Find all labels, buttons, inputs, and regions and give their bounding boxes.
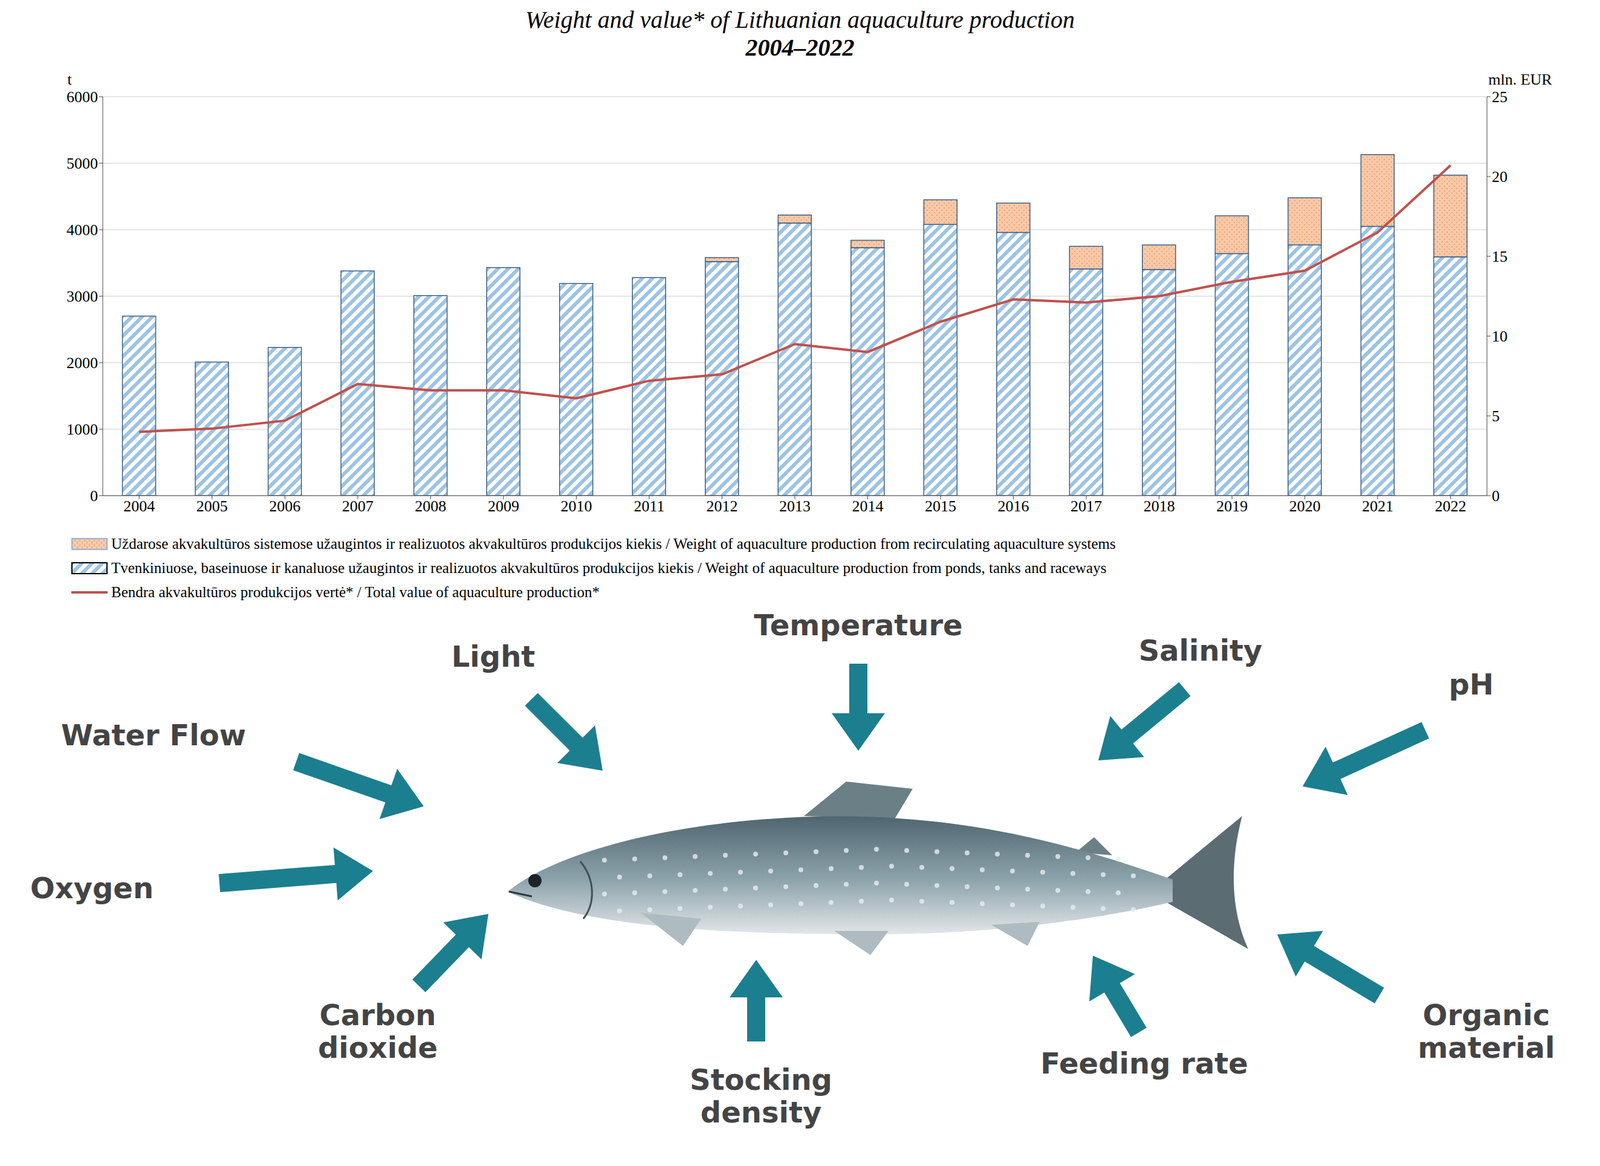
html-text:Weight and value* of Lithuania: Weight and value* of Lithuanian aquacult… bbox=[525, 6, 1075, 34]
svg-text:2007: 2007 bbox=[342, 497, 374, 515]
svg-text:2017: 2017 bbox=[1070, 497, 1102, 515]
svg-text:2015: 2015 bbox=[924, 497, 957, 515]
svg-text:2016: 2016 bbox=[997, 497, 1030, 515]
svg-text:25: 25 bbox=[1491, 88, 1508, 106]
svg-text:0: 0 bbox=[1491, 487, 1500, 505]
svg-text:4000: 4000 bbox=[66, 221, 98, 239]
svg-text:2019: 2019 bbox=[1216, 497, 1248, 515]
svg-text:2011: 2011 bbox=[633, 497, 665, 515]
svg-text:10: 10 bbox=[1491, 327, 1508, 346]
svg-text:2021: 2021 bbox=[1361, 497, 1394, 515]
html-text:2004–2022: 2004–2022 bbox=[745, 33, 855, 62]
svg-text:Carbondioxide: Carbondioxide bbox=[317, 997, 438, 1065]
svg-text:Oxygen: Oxygen bbox=[30, 871, 154, 905]
html-text:Tvenkiniuose, baseinuose ir ka: Tvenkiniuose, baseinuose ir kanaluose už… bbox=[111, 559, 1107, 577]
svg-text:Water Flow: Water Flow bbox=[61, 718, 247, 752]
svg-text:2000: 2000 bbox=[66, 354, 98, 372]
svg-text:Organicmaterial: Organicmaterial bbox=[1418, 997, 1556, 1065]
svg-text:2004: 2004 bbox=[123, 497, 155, 515]
svg-text:2018: 2018 bbox=[1143, 497, 1176, 515]
svg-text:20: 20 bbox=[1491, 168, 1508, 186]
svg-text:5000: 5000 bbox=[66, 154, 98, 173]
svg-text:mln. EUR: mln. EUR bbox=[1488, 70, 1553, 89]
svg-text:t: t bbox=[67, 70, 72, 89]
svg-text:6000: 6000 bbox=[66, 88, 98, 106]
svg-text:2022: 2022 bbox=[1434, 497, 1467, 515]
svg-text:15: 15 bbox=[1491, 247, 1508, 266]
svg-text:Salinity: Salinity bbox=[1138, 633, 1263, 668]
svg-text:2008: 2008 bbox=[414, 497, 447, 515]
svg-text:2005: 2005 bbox=[196, 497, 228, 515]
svg-text:3000: 3000 bbox=[66, 287, 98, 306]
html-text:Bendra akvakultūros produkcijo: Bendra akvakultūros produkcijos vertė* /… bbox=[111, 583, 600, 601]
html-text:Uždarose akvakultūros sistemos: Uždarose akvakultūros sistemose užaugint… bbox=[111, 535, 1116, 552]
svg-text:2006: 2006 bbox=[268, 497, 301, 515]
svg-text:2013: 2013 bbox=[779, 497, 811, 515]
svg-text:2010: 2010 bbox=[560, 497, 592, 515]
svg-text:Feeding rate: Feeding rate bbox=[1040, 1046, 1249, 1081]
svg-text:5: 5 bbox=[1491, 407, 1500, 425]
svg-text:Temperature: Temperature bbox=[753, 608, 963, 642]
svg-text:pH: pH bbox=[1448, 667, 1495, 702]
svg-text:Light: Light bbox=[451, 639, 536, 674]
svg-text:2020: 2020 bbox=[1289, 497, 1321, 515]
svg-text:0: 0 bbox=[90, 487, 98, 505]
svg-text:2014: 2014 bbox=[852, 497, 884, 515]
svg-text:Stockingdensity: Stockingdensity bbox=[689, 1062, 833, 1130]
svg-text:2012: 2012 bbox=[706, 497, 738, 515]
svg-text:2009: 2009 bbox=[487, 497, 520, 515]
svg-text:1000: 1000 bbox=[66, 420, 98, 439]
